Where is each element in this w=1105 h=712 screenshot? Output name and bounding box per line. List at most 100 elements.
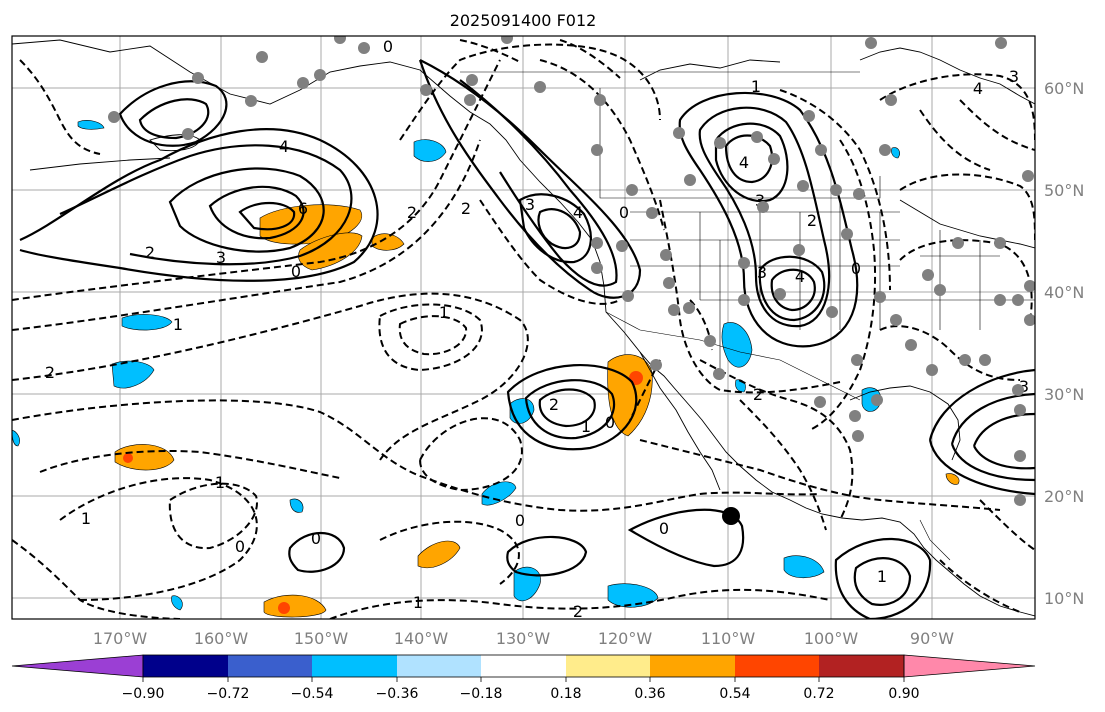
large-marker [722, 507, 740, 525]
contour-label: 1 [751, 77, 761, 96]
contour-label: 2 [145, 243, 155, 262]
station-markers [108, 36, 1035, 506]
contour-label: 0 [851, 259, 861, 278]
lat-label: 10°N [1044, 589, 1084, 608]
contour-label: 1 [439, 303, 449, 322]
lon-label: 130°W [496, 629, 551, 648]
lon-label: 90°W [910, 629, 954, 648]
map-panel: 4 6 3 2 0 1 2 2 1 0 2 3 4 3 4 2 1 0 0 0 [11, 35, 1036, 620]
contour-label: 1 [173, 315, 183, 334]
colorbar: −0.90 −0.72 −0.54 −0.36 −0.18 0.18 0.36 … [11, 654, 1036, 702]
contour-label: 3 [216, 248, 226, 267]
contour-label: 2 [45, 363, 55, 382]
map-frame [11, 35, 1036, 620]
latitude-labels: 60°N 50°N 40°N 30°N 20°N 10°N [1044, 79, 1084, 608]
shade-orange [417, 540, 461, 568]
contour-label: 4 [973, 79, 983, 98]
contour-label: 2 [407, 203, 417, 222]
lon-label: 160°W [194, 629, 249, 648]
longitude-labels: 170°W 160°W 150°W 140°W 130°W 120°W 110°… [93, 629, 954, 648]
contour-labels: 4 6 3 2 0 1 2 2 1 0 2 3 4 3 4 2 1 0 0 0 [45, 37, 1029, 619]
shade-cyan [891, 147, 900, 159]
contour-label: 1 [413, 593, 423, 612]
contour-label: 1 [877, 567, 887, 586]
contour-label: 0 [383, 37, 393, 56]
shade-red [629, 371, 643, 385]
lon-label: 110°W [701, 629, 756, 648]
shade-cyan [783, 555, 825, 579]
colorbar-tick-label: −0.72 [207, 686, 250, 702]
lat-label: 40°N [1044, 283, 1084, 302]
map-title: 2025091400 F012 [450, 11, 597, 30]
colorbar-frame [142, 654, 905, 678]
shade-orange [371, 233, 405, 251]
colorbar-tick-label: −0.36 [376, 686, 419, 702]
colorbar-bin [143, 655, 228, 677]
contour-label: 2 [461, 199, 471, 218]
lon-label: 170°W [93, 629, 148, 648]
shade-red [278, 602, 290, 614]
contour-label: 6 [298, 199, 308, 218]
lon-label: 120°W [598, 629, 653, 648]
colorbar-tick-label: −0.90 [122, 686, 165, 702]
shade-cyan [77, 120, 105, 130]
colorbar-bin [650, 655, 735, 677]
shade-cyan [607, 583, 659, 608]
colorbar-ticks [142, 677, 905, 682]
colorbar-bin [397, 655, 481, 677]
colorbar-bin [566, 655, 650, 677]
shade-cyan [171, 595, 183, 611]
contour-label: 4 [795, 267, 805, 286]
lat-label: 60°N [1044, 79, 1084, 98]
colorbar-tick-label: 0.54 [719, 686, 750, 702]
contour-label: 0 [659, 519, 669, 538]
colorbar-bin [312, 655, 397, 677]
contour-label: 0 [515, 511, 525, 530]
contour-label: 0 [605, 413, 615, 432]
colorbar-over-extension [903, 654, 1036, 678]
colorbar-bin [819, 655, 904, 677]
shade-cyan [413, 139, 447, 162]
contour-label: 3 [757, 263, 767, 282]
contour-label: 1 [81, 509, 91, 528]
shade-orange [298, 232, 363, 271]
contour-label: 2 [753, 385, 763, 404]
shade-red [123, 453, 133, 463]
contour-label: 3 [1019, 377, 1029, 396]
lat-label: 20°N [1044, 487, 1084, 506]
shade-cyan [121, 314, 173, 331]
contour-label: 3 [755, 191, 765, 210]
shade-cyan [111, 360, 155, 389]
colorbar-bin [481, 655, 566, 677]
lon-label: 100°W [804, 629, 859, 648]
contour-label: 4 [279, 137, 289, 156]
contour-label: 0 [619, 203, 629, 222]
contour-label: 2 [549, 395, 559, 414]
colorbar-tick-label: 0.18 [550, 686, 581, 702]
colorbar-tick-label: 0.90 [888, 686, 919, 702]
colorbar-under-extension [11, 654, 144, 678]
lat-label: 50°N [1044, 181, 1084, 200]
contour-label: 1 [215, 473, 225, 492]
coastlines [12, 39, 1035, 617]
contour-label: 4 [573, 203, 583, 222]
colorbar-tick-label: −0.18 [460, 686, 503, 702]
contour-label: 0 [235, 537, 245, 556]
colorbar-bin [228, 655, 312, 677]
lat-label: 30°N [1044, 385, 1084, 404]
contour-label: 3 [1009, 67, 1019, 86]
shaded-regions [12, 120, 960, 618]
shade-cyan [721, 322, 753, 368]
lon-label: 150°W [294, 629, 349, 648]
contour-label: 3 [525, 195, 535, 214]
shade-orange [945, 473, 960, 485]
shade-cyan [289, 498, 304, 513]
contour-label: 0 [291, 262, 301, 281]
colorbar-tick-label: −0.54 [291, 686, 334, 702]
colorbar-tick-label: 0.72 [803, 686, 834, 702]
colorbar-bin [735, 655, 819, 677]
contour-label: 2 [807, 211, 817, 230]
contour-label: 1 [581, 417, 591, 436]
colorbar-tick-label: 0.36 [634, 686, 665, 702]
